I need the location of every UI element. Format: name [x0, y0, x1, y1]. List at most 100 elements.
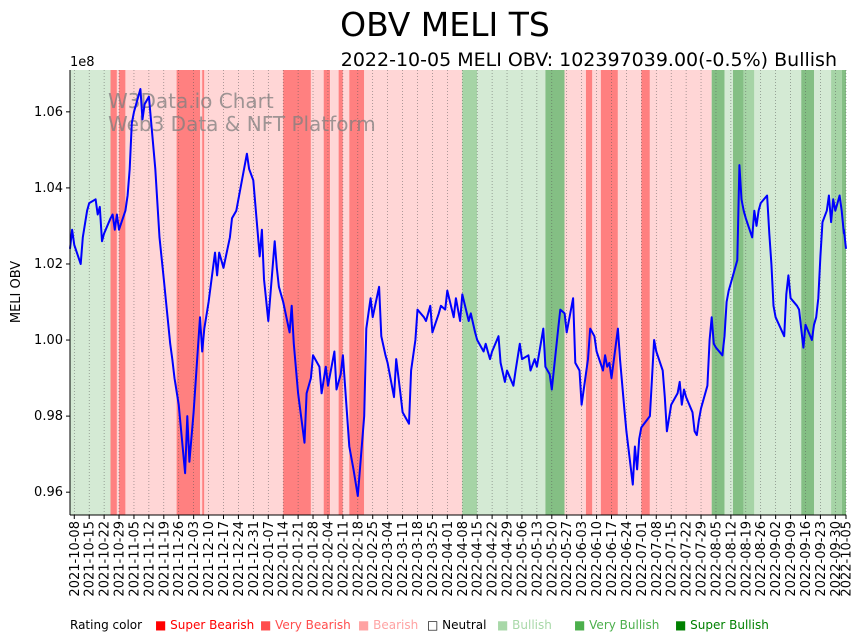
x-tick-label: 2022-08-05 — [709, 521, 724, 597]
rating-band — [125, 70, 177, 515]
chart-subtitle: 2022-10-05 MELI OBV: 102397039.00(-0.5%)… — [341, 49, 837, 71]
x-tick-label: 2022-03-18 — [411, 521, 426, 597]
rating-band — [477, 70, 546, 515]
x-tick-label: 2022-04-01 — [441, 521, 456, 597]
x-tick-label: 2022-05-27 — [560, 521, 575, 597]
obv-line — [69, 88, 847, 497]
x-tick-label: 2022-01-28 — [307, 521, 322, 597]
watermark-line-1: W3Data.io Chart — [108, 89, 274, 113]
y-axis-label: MELI OBV — [9, 261, 24, 323]
rating-band — [202, 70, 205, 515]
y-tick-label: 0.98 — [34, 409, 63, 424]
x-tick-label: 2021-12-24 — [232, 521, 247, 597]
x-tick-label: 2022-02-11 — [336, 521, 351, 597]
x-tick-label: 2021-10-08 — [68, 521, 83, 597]
x-tick-label: 2021-10-15 — [83, 521, 98, 597]
rating-band — [545, 70, 565, 515]
rating-band — [585, 70, 593, 515]
y-ticks: 0.96 0.98 1.00 1.02 1.04 1.06 — [34, 105, 70, 500]
legend-item: ■ Bearish — [358, 618, 418, 632]
x-tick-label: 2022-07-22 — [680, 521, 695, 597]
x-tick-label: 2022-01-21 — [292, 521, 307, 597]
rating-band — [564, 70, 586, 515]
rating-band — [310, 70, 324, 515]
x-tick-label: 2022-07-01 — [635, 521, 650, 597]
x-tick-label: 2022-03-04 — [381, 521, 396, 597]
rating-band — [338, 70, 343, 515]
rating-band — [283, 70, 311, 515]
x-tick-label: 2022-04-08 — [456, 521, 471, 597]
x-tick-label: 2022-09-23 — [814, 521, 829, 597]
x-ticks: 2021-10-08 2021-10-15 2021-10-22 2021-10-29… — [68, 515, 855, 597]
chart-title: OBV MELI TS — [340, 5, 550, 44]
x-tick-label: 2022-09-16 — [799, 521, 814, 597]
x-tick-label: 2021-12-17 — [217, 521, 232, 597]
rating-band — [116, 70, 120, 515]
x-tick-label: 2021-12-10 — [202, 521, 217, 597]
x-tick-label: 2022-07-15 — [665, 521, 680, 597]
rating-band — [349, 70, 365, 515]
watermark-line-2: Web3 Data & NFT Platform — [108, 112, 376, 136]
rating-band — [711, 70, 725, 515]
x-tick-label: 2022-09-30 — [829, 521, 844, 597]
rating-band — [841, 70, 846, 515]
x-tick-label: 2021-11-12 — [142, 521, 157, 597]
x-tick-label: 2021-11-26 — [172, 521, 187, 597]
axes — [69, 70, 846, 516]
x-tick-label: 2022-05-06 — [515, 521, 530, 597]
obv-series — [69, 88, 847, 497]
rating-band — [600, 70, 618, 515]
x-tick-label: 2022-05-13 — [530, 521, 545, 597]
rating-band — [743, 70, 755, 515]
x-tick-label: 2022-07-08 — [650, 521, 665, 597]
rating-band — [649, 70, 659, 515]
rating-band — [232, 70, 284, 515]
rating-band — [641, 70, 650, 515]
y-tick-label: 0.96 — [34, 485, 63, 500]
rating-band — [754, 70, 802, 515]
rating-band — [342, 70, 350, 515]
y-tick-label: 1.02 — [34, 257, 63, 272]
x-tick-label: 2022-04-15 — [471, 521, 486, 597]
x-tick-label: 2022-03-11 — [396, 521, 411, 597]
x-tick-label: 2022-03-25 — [426, 521, 441, 597]
x-tick-label: 2022-01-14 — [277, 521, 292, 597]
x-tick-label: 2022-10-05 — [840, 521, 855, 597]
x-tick-label: 2021-12-31 — [247, 521, 262, 597]
rating-band — [70, 70, 111, 515]
x-tick-label: 2022-09-02 — [769, 521, 784, 597]
rating-band — [364, 70, 463, 515]
x-tick-label: 2022-08-26 — [754, 521, 769, 597]
rating-band — [801, 70, 815, 515]
x-tick-label: 2022-05-20 — [545, 521, 560, 597]
x-tick-label: 2022-07-29 — [695, 521, 710, 597]
rating-band — [330, 70, 339, 515]
legend-item: ■ Very Bearish — [260, 618, 351, 632]
x-tick-label: 2022-08-19 — [739, 521, 754, 597]
x-tick-label: 2022-04-22 — [486, 521, 501, 597]
rating-band — [733, 70, 744, 515]
x-tick-label: 2022-08-12 — [724, 521, 739, 597]
rating-band — [200, 70, 203, 515]
x-tick-label: 2022-06-10 — [590, 521, 605, 597]
x-tick-label: 2021-12-03 — [187, 521, 202, 597]
legend-item: ■ Super Bearish — [155, 618, 254, 632]
x-tick-label: 2022-04-29 — [501, 521, 516, 597]
x-tick-label: 2021-10-29 — [113, 521, 128, 597]
rating-band — [814, 70, 832, 515]
legend-item: ■ Very Bullish — [574, 618, 659, 632]
y-tick-label: 1.06 — [34, 105, 63, 120]
x-tick-label: 2022-02-25 — [366, 521, 381, 597]
y-tick-label: 1.00 — [34, 333, 63, 348]
x-tick-label: 2022-06-24 — [620, 521, 635, 597]
rating-bands — [70, 70, 846, 515]
rating-band — [119, 70, 126, 515]
x-tick-label: 2021-10-22 — [98, 521, 113, 597]
x-tick-label: 2022-01-07 — [262, 521, 277, 597]
x-tick-label: 2022-06-17 — [605, 521, 620, 597]
x-tick-label: 2022-09-09 — [784, 521, 799, 597]
rating-band — [831, 70, 842, 515]
rating-legend: Rating color ■ Super Bearish ■ Very Bearis… — [70, 618, 769, 632]
x-tick-label: 2022-02-04 — [321, 521, 336, 597]
